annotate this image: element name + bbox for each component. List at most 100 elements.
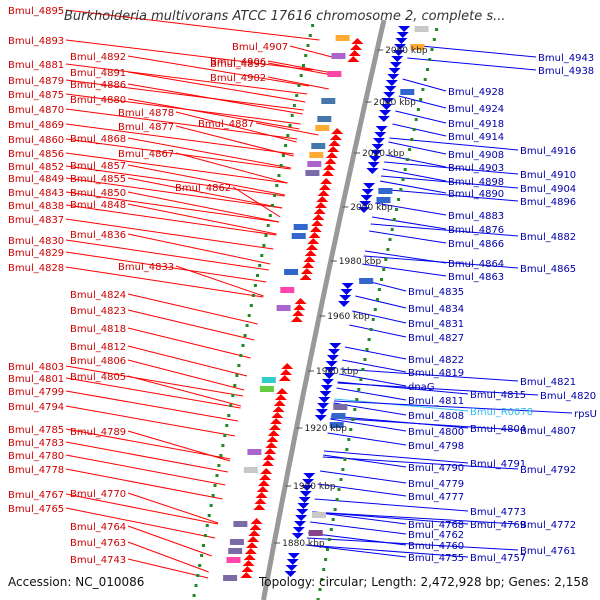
feature-block [335,35,350,41]
reverse-gene-arrow [302,479,315,485]
forward-gene-arrow [266,436,279,442]
feature-block [307,161,322,167]
track-dot [423,78,427,81]
track-dot [384,258,388,261]
reverse-gene-arrow [361,189,374,195]
gene-label-forward: Bmul_4902 [210,73,266,84]
gene-label-forward: Bmul_4852 [8,162,64,173]
forward-gene-arrow [281,363,294,369]
gene-label-reverse: Bmul_4769 [470,520,526,531]
reverse-gene-arrow [303,473,316,479]
track-dot [221,444,225,447]
track-dot [196,574,200,577]
leader-line [267,62,333,76]
forward-gene-arrow [299,274,312,280]
forward-gene-arrow [262,454,275,460]
gene-label-forward: Bmul_4830 [8,236,64,247]
leader-line [65,405,236,437]
gene-label-reverse: Bmul_4804 [470,424,526,435]
leader-line [322,456,519,470]
track-dot [284,144,288,147]
feature-block [247,449,262,455]
forward-gene-arrow [253,504,266,510]
track-dot [205,524,209,527]
reverse-gene-arrow [381,98,394,104]
track-dot [408,148,412,151]
leader-line [385,154,447,168]
gene-label-forward: Bmul_4799 [8,387,64,398]
reverse-gene-arrow [377,116,390,122]
reverse-gene-arrow [315,409,328,415]
feature-block [312,512,327,518]
track-dot [435,28,439,31]
track-dot [320,578,324,581]
leader-line [127,164,286,196]
gene-label-forward: Bmul_4907 [232,42,288,53]
leader-line [362,263,447,277]
leader-line [65,191,280,223]
feature-block [311,143,326,149]
leader-line [317,483,407,497]
forward-gene-arrow [324,158,337,164]
leader-line [255,122,319,136]
feature-block [226,557,241,563]
leader-line [65,428,231,460]
leader-line [127,55,310,87]
leader-line [175,125,294,157]
leader-line [65,251,267,283]
leader-line [127,359,245,391]
reverse-gene-arrow [371,144,384,150]
forward-gene-arrow [328,140,341,146]
leader-line [310,521,407,535]
gene-label-reverse: Bmul_4772 [520,520,576,531]
track-dot [260,254,264,257]
leader-line [127,525,212,557]
leader-line [127,492,219,524]
reverse-gene-arrow [387,74,400,80]
reverse-gene-arrow [329,343,342,349]
feature-block [327,71,342,77]
gene-label-forward: Bmul_4837 [8,215,64,226]
ruler-label: 2040 kbp [373,98,416,108]
track-dot [235,374,239,377]
feature-block [243,467,258,473]
track-dot [390,228,394,231]
forward-gene-arrow [292,310,305,316]
ruler-label: 1900 kbp [293,482,336,492]
forward-gene-arrow [250,518,263,524]
leader-line [65,108,298,140]
gene-label-forward: Bmul_4836 [70,230,126,241]
track-dot [333,508,337,511]
leader-line [65,377,241,409]
feature-block [414,26,429,32]
leader-line [127,83,303,115]
reverse-gene-arrow [300,485,313,491]
reverse-gene-arrow [317,403,330,409]
leader-line [337,382,539,396]
forward-gene-arrow [257,480,270,486]
track-dot [345,448,349,451]
feature-block [261,377,276,383]
track-dot [388,238,392,241]
leader-line [305,544,469,558]
gene-label-reverse: Bmul_4918 [448,119,504,130]
forward-gene-arrow [276,388,289,394]
track-dot [203,534,207,537]
reverse-gene-arrow [367,162,380,168]
track-dot [331,518,335,521]
reverse-gene-arrow [297,503,310,509]
reverse-gene-arrow [395,38,408,44]
reverse-gene-arrow [286,559,299,565]
forward-gene-arrow [308,232,321,238]
leader-line [344,346,407,360]
track-dot [347,438,351,441]
feature-block [333,404,348,410]
ruler-label: 2000 kbp [350,203,393,213]
reverse-gene-arrow [340,289,353,295]
reverse-gene-arrow [325,361,338,367]
forward-gene-arrow [347,56,360,62]
gene-label-forward: Bmul_4850 [70,188,126,199]
leader-line [127,233,271,265]
gene-label-reverse: Bmul_4822 [408,355,464,366]
